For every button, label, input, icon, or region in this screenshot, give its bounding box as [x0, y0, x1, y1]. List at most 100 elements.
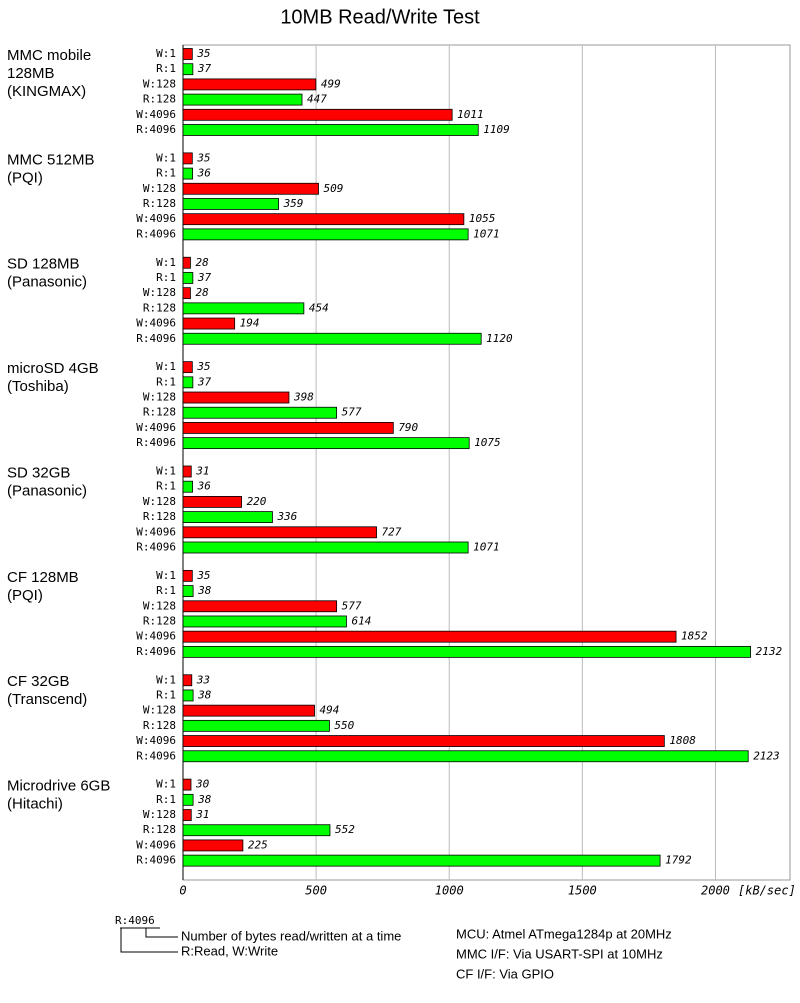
row-label: R:1 — [156, 480, 176, 493]
row-label: W:128 — [143, 182, 176, 195]
row-label: W:128 — [143, 599, 176, 612]
bar — [182, 317, 236, 330]
value-label: 35 — [196, 569, 210, 582]
value-label: 30 — [195, 778, 210, 791]
bar — [182, 704, 315, 717]
bar — [182, 615, 347, 628]
row-label: W:128 — [143, 704, 176, 717]
x-tick-label: 1000 — [435, 884, 464, 898]
group-label: 128MB — [7, 65, 55, 82]
value-label: 550 — [334, 719, 354, 732]
row-label: W:128 — [143, 286, 176, 299]
group-label: microSD 4GB — [7, 360, 99, 377]
row-label: R:128 — [143, 93, 176, 106]
value-label: 1075 — [474, 436, 501, 449]
row-label: W:4096 — [136, 734, 176, 747]
bar — [182, 78, 317, 91]
value-label: 28 — [195, 256, 209, 269]
row-label: R:4096 — [136, 332, 176, 345]
row-label: W:1 — [156, 151, 176, 164]
row-label: R:128 — [143, 406, 176, 419]
group-label: (KINGMAX) — [7, 83, 86, 100]
bar — [182, 93, 303, 106]
row-label: R:128 — [143, 510, 176, 523]
bar — [182, 167, 193, 180]
row-label: R:1 — [156, 688, 176, 701]
row-label: W:128 — [143, 77, 176, 90]
row-label: R:128 — [143, 301, 176, 314]
value-label: 359 — [283, 197, 304, 210]
value-label: 499 — [321, 77, 341, 90]
bar — [182, 793, 194, 806]
value-label: 38 — [197, 793, 212, 806]
group-label: (Panasonic) — [7, 274, 87, 291]
row-label: W:4096 — [136, 525, 176, 538]
bar — [182, 228, 469, 241]
row-label: W:1 — [156, 256, 176, 269]
x-tick-label: 500 — [305, 884, 327, 898]
x-axis-label: [kB/sec] — [738, 884, 796, 898]
value-label: 509 — [324, 182, 344, 195]
value-label: 31 — [195, 465, 209, 478]
row-label: R:128 — [143, 719, 176, 732]
group-label: (Hitachi) — [7, 796, 63, 813]
bar — [182, 213, 465, 226]
bar — [182, 152, 193, 165]
value-label: 36 — [197, 167, 212, 180]
chart-title: 10MB Read/Write Test — [280, 6, 480, 28]
group-label: MMC mobile — [7, 47, 91, 64]
bar — [182, 839, 244, 852]
bar — [182, 437, 470, 450]
row-label: R:128 — [143, 614, 176, 627]
row-label: W:128 — [143, 391, 176, 404]
value-label: 336 — [276, 510, 297, 523]
row-label: R:1 — [156, 584, 176, 597]
value-label: 31 — [195, 808, 209, 821]
group-label: CF 32GB — [7, 673, 70, 690]
value-label: 727 — [382, 525, 402, 538]
group-label: MMC 512MB — [7, 151, 95, 168]
group-label: CF 128MB — [7, 569, 79, 586]
bar — [182, 541, 469, 554]
value-label: 494 — [320, 704, 340, 717]
bar — [182, 124, 479, 136]
row-label: W:4096 — [136, 838, 176, 851]
group-label: (Toshiba) — [7, 378, 69, 395]
row-label: W:1 — [156, 569, 176, 582]
value-label: 38 — [197, 584, 212, 597]
value-label: 398 — [293, 391, 314, 404]
row-label: R:4096 — [136, 645, 176, 658]
bar — [182, 182, 319, 195]
bar — [182, 332, 482, 345]
bar — [182, 809, 192, 821]
value-label: 1055 — [469, 212, 496, 225]
value-label: 37 — [197, 375, 212, 388]
row-label: R:4096 — [136, 227, 176, 240]
value-label: 577 — [342, 599, 362, 612]
note: CF I/F: Via GPIO — [456, 966, 554, 981]
bar — [182, 824, 331, 837]
value-label: 577 — [342, 406, 362, 419]
bar — [182, 735, 665, 747]
row-label: W:4096 — [136, 108, 176, 121]
legend-mode: R:Read, W:Write — [181, 943, 278, 958]
legend-bracket — [120, 927, 178, 953]
value-label: 35 — [196, 151, 210, 164]
value-label: 33 — [196, 673, 210, 686]
row-label: W:4096 — [136, 212, 176, 225]
value-label: 1011 — [457, 108, 484, 121]
bar — [182, 422, 394, 434]
group-label: SD 128MB — [7, 256, 80, 273]
bar — [182, 108, 453, 121]
row-label: R:4096 — [136, 123, 176, 136]
row-label: R:4096 — [136, 749, 176, 762]
value-label: 220 — [247, 495, 267, 508]
group-label: (PQI) — [7, 587, 43, 604]
row-label: W:4096 — [136, 317, 176, 330]
value-label: 35 — [196, 360, 210, 373]
bar — [182, 600, 338, 613]
bar — [182, 361, 193, 374]
bar — [182, 391, 290, 404]
bar — [182, 585, 194, 597]
